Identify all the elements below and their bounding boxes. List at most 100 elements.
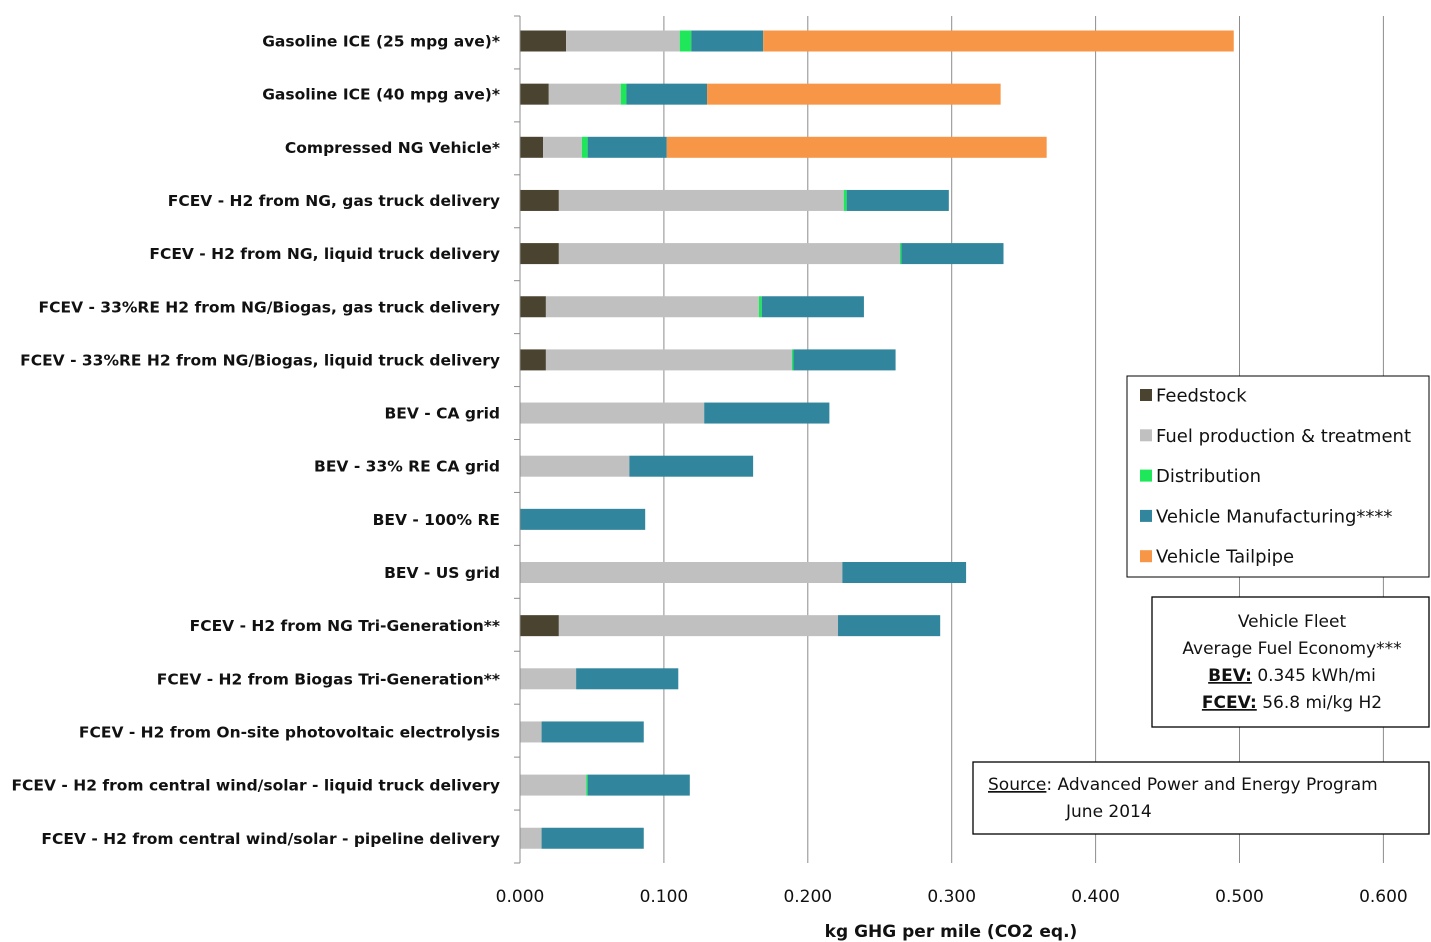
- bar-segment: [758, 296, 762, 318]
- bar-segment: [626, 83, 708, 105]
- bar-segment: [558, 615, 839, 637]
- source-date: June 2014: [1065, 802, 1152, 822]
- category-label: FCEV - 33%RE H2 from NG/Biogas, gas truc…: [39, 298, 500, 316]
- category-labels: Gasoline ICE (25 mpg ave)* Gasoline ICE (…: [11, 33, 500, 848]
- category-label: BEV - 100% RE: [373, 511, 500, 529]
- x-tick-label: 0.300: [927, 887, 976, 907]
- legend-swatch: [1140, 429, 1152, 442]
- bar-segment: [520, 562, 843, 583]
- bar-segment: [520, 83, 549, 105]
- source-box: Source: Advanced Power and Energy Progra…: [972, 761, 1430, 835]
- bar-segment: [586, 774, 588, 796]
- bar-segment: [576, 668, 679, 690]
- fuel-economy-box: Vehicle Fleet Average Fuel Economy*** BE…: [1151, 596, 1430, 728]
- category-label: Gasoline ICE (25 mpg ave)*: [262, 33, 500, 51]
- x-tick-label: 0.600: [1359, 887, 1408, 907]
- category-label: BEV - CA grid: [384, 405, 500, 423]
- source-box-frame: [972, 761, 1430, 835]
- legend-box: [1126, 375, 1430, 578]
- source-line: Source: Advanced Power and Energy Progra…: [988, 775, 1378, 795]
- bar-segment: [520, 508, 646, 530]
- bar-segment: [901, 243, 1004, 265]
- bar-segment: [899, 243, 902, 265]
- legend-label: Vehicle Manufacturing****: [1156, 506, 1392, 527]
- x-axis-title: kg GHG per mile (CO2 eq.): [825, 922, 1078, 942]
- category-label: Compressed NG Vehicle*: [285, 139, 500, 157]
- bar-segment: [541, 721, 644, 743]
- x-tick-label: 0.500: [1215, 887, 1264, 907]
- legend-swatch: [1140, 550, 1152, 563]
- legend-swatch: [1140, 469, 1152, 482]
- bev-economy-label: BEV:: [1208, 666, 1252, 686]
- x-tick-label: 0.000: [496, 887, 545, 907]
- category-label: FCEV - 33%RE H2 from NG/Biogas, liquid t…: [20, 351, 500, 369]
- category-label: FCEV - H2 from NG, liquid truck delivery: [149, 245, 500, 263]
- bar-segment: [520, 668, 577, 690]
- bar-segment: [520, 774, 587, 796]
- category-label: FCEV - H2 from NG Tri-Generation**: [190, 617, 500, 635]
- category-label: FCEV - H2 from NG, gas truck delivery: [168, 192, 500, 210]
- x-tick-labels: 0.000 0.100 0.200 0.300 0.400 0.500 0.600: [496, 887, 1408, 907]
- bar-segment: [666, 136, 1047, 158]
- bar-segment: [587, 136, 667, 158]
- category-label: FCEV - H2 from central wind/solar - liqu…: [11, 777, 500, 795]
- bar-segment: [545, 349, 792, 371]
- x-tick-label: 0.400: [1071, 887, 1120, 907]
- bev-economy-value: 0.345 kWh/mi: [1252, 666, 1376, 686]
- bar-segment: [520, 402, 705, 424]
- bar-segment: [548, 83, 621, 105]
- bar-segment: [791, 349, 794, 371]
- source-text: : Advanced Power and Energy Program: [1046, 775, 1377, 795]
- bar-segment: [520, 30, 567, 52]
- bar-segment: [843, 189, 847, 211]
- fcev-economy: FCEV: 56.8 mi/kg H2: [1202, 693, 1382, 713]
- bars-layer: [520, 30, 1234, 849]
- bar-segment: [520, 136, 544, 158]
- legend-swatch: [1140, 509, 1152, 522]
- bar-segment: [620, 83, 627, 105]
- bar-segment: [520, 296, 546, 318]
- legend-label: Distribution: [1156, 466, 1261, 487]
- bar-segment: [793, 349, 896, 371]
- bar-segment: [629, 455, 754, 477]
- fuel-economy-box-frame: [1151, 596, 1430, 728]
- category-label: BEV - 33% RE CA grid: [314, 458, 500, 476]
- bar-segment: [704, 402, 830, 424]
- bar-segment: [520, 615, 559, 637]
- category-label: FCEV - H2 from Biogas Tri-Generation**: [157, 670, 500, 688]
- bar-segment: [520, 189, 559, 211]
- bar-segment: [520, 827, 542, 849]
- bar-segment: [558, 243, 900, 265]
- bar-segment: [520, 349, 546, 371]
- legend-label: Vehicle Tailpipe: [1156, 547, 1294, 568]
- bar-segment: [679, 30, 692, 52]
- category-label: Gasoline ICE (40 mpg ave)*: [262, 86, 500, 104]
- bar-segment: [541, 827, 644, 849]
- legend-label: Fuel production & treatment: [1156, 426, 1411, 447]
- legend-label: Feedstock: [1156, 386, 1247, 407]
- bar-segment: [558, 189, 844, 211]
- bar-segment: [842, 562, 967, 583]
- bar-segment: [587, 774, 690, 796]
- bar-segment: [581, 136, 588, 158]
- bar-segment: [707, 83, 1001, 105]
- fleet-title-line1: Vehicle Fleet: [1238, 612, 1347, 632]
- bar-segment: [520, 455, 630, 477]
- bar-segment: [691, 30, 764, 52]
- bar-segment: [545, 296, 759, 318]
- bar-segment: [520, 243, 559, 265]
- fcev-economy-value: 56.8 mi/kg H2: [1257, 693, 1382, 713]
- bar-segment: [566, 30, 680, 52]
- legend: Feedstock Fuel production & treatment Dist…: [1126, 375, 1430, 578]
- category-label: FCEV - H2 from central wind/solar - pipe…: [41, 830, 500, 848]
- axes-layer: [514, 15, 521, 864]
- bar-segment: [763, 30, 1234, 52]
- bev-economy: BEV: 0.345 kWh/mi: [1208, 666, 1376, 686]
- x-tick-label: 0.100: [640, 887, 689, 907]
- category-label: FCEV - H2 from On-site photovoltaic elec…: [79, 723, 500, 741]
- bar-segment: [838, 615, 941, 637]
- bar-segment: [520, 721, 542, 743]
- fcev-economy-label: FCEV:: [1202, 693, 1257, 713]
- bar-segment: [846, 189, 949, 211]
